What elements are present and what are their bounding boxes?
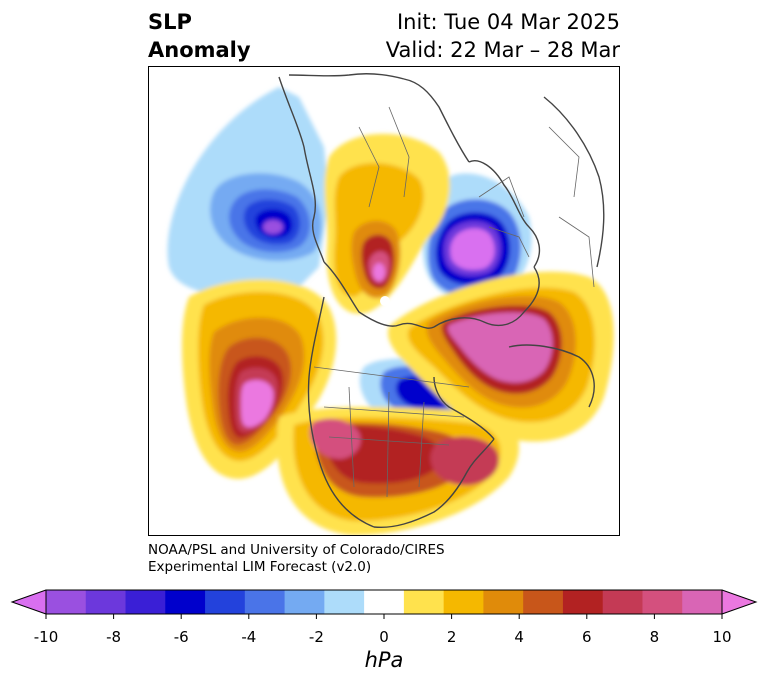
map-canvas <box>167 73 614 535</box>
colorbar-tick-label: 4 <box>514 628 524 646</box>
slp-anomaly-map <box>148 66 620 536</box>
colorbar-over-arrow <box>722 590 756 614</box>
pole-marker <box>380 296 390 306</box>
title-line-2: Anomaly <box>148 38 251 62</box>
colorbar-unit: hPa <box>364 648 404 672</box>
colorbar-swatch <box>403 590 445 614</box>
colorbar-tick-label: -6 <box>173 628 189 646</box>
colorbar <box>10 589 758 619</box>
init-date: Init: Tue 04 Mar 2025 <box>396 10 620 34</box>
title-line-1: SLP <box>148 10 192 34</box>
contour-positive-11 <box>447 312 553 383</box>
colorbar-swatch <box>602 590 643 614</box>
colorbar-tick-label: -2 <box>308 628 324 646</box>
colorbar-tick-label: -10 <box>33 628 59 646</box>
colorbar-swatch <box>244 590 286 614</box>
colorbar-tick-label: 0 <box>379 628 389 646</box>
colorbar-swatch <box>642 590 683 614</box>
colorbar-tick-label: 10 <box>712 628 732 646</box>
colorbar-tick-label: -8 <box>106 628 122 646</box>
colorbar-swatch <box>483 590 524 614</box>
contour-negative-6 <box>263 220 283 234</box>
colorbar-swatch <box>364 590 405 614</box>
contour-positive-23 <box>310 418 361 459</box>
contour-positive-6 <box>373 263 385 281</box>
colorbar-swatch <box>682 590 723 614</box>
colorbar-swatch <box>562 590 604 614</box>
map-title: SLP Anomaly <box>148 8 251 64</box>
colorbar-swatch <box>165 590 206 614</box>
contour-positive-24 <box>430 436 499 486</box>
colorbar-swatch <box>523 590 564 614</box>
colorbar-tick-label: 6 <box>582 628 592 646</box>
colorbar-swatch <box>205 590 246 614</box>
colorbar-tick-label: 2 <box>446 628 457 646</box>
credit-line-2: Experimental LIM Forecast (v2.0) <box>148 559 372 575</box>
coastlines <box>278 73 605 529</box>
valid-period: Valid: 22 Mar – 28 Mar <box>385 38 620 62</box>
credit-line-1: NOAA/PSL and University of Colorado/CIRE… <box>148 542 445 558</box>
colorbar-swatch <box>85 590 127 614</box>
colorbar-tick-label: 8 <box>649 628 660 646</box>
forecast-dates: Init: Tue 04 Mar 2025 Valid: 22 Mar – 28… <box>386 8 620 64</box>
colorbar-under-arrow <box>12 590 46 614</box>
credit-text: NOAA/PSL and University of Colorado/CIRE… <box>148 542 445 576</box>
colorbar-swatch <box>324 590 365 614</box>
colorbar-swatch <box>443 590 484 614</box>
colorbar-swatch <box>125 590 166 614</box>
colorbar-swatch <box>46 590 87 614</box>
contour-negative-11 <box>450 228 495 270</box>
political-borders <box>313 106 595 498</box>
colorbar-swatch <box>284 590 325 614</box>
contour-positive-18 <box>241 379 274 428</box>
colorbar-tick-label: -4 <box>241 628 257 646</box>
